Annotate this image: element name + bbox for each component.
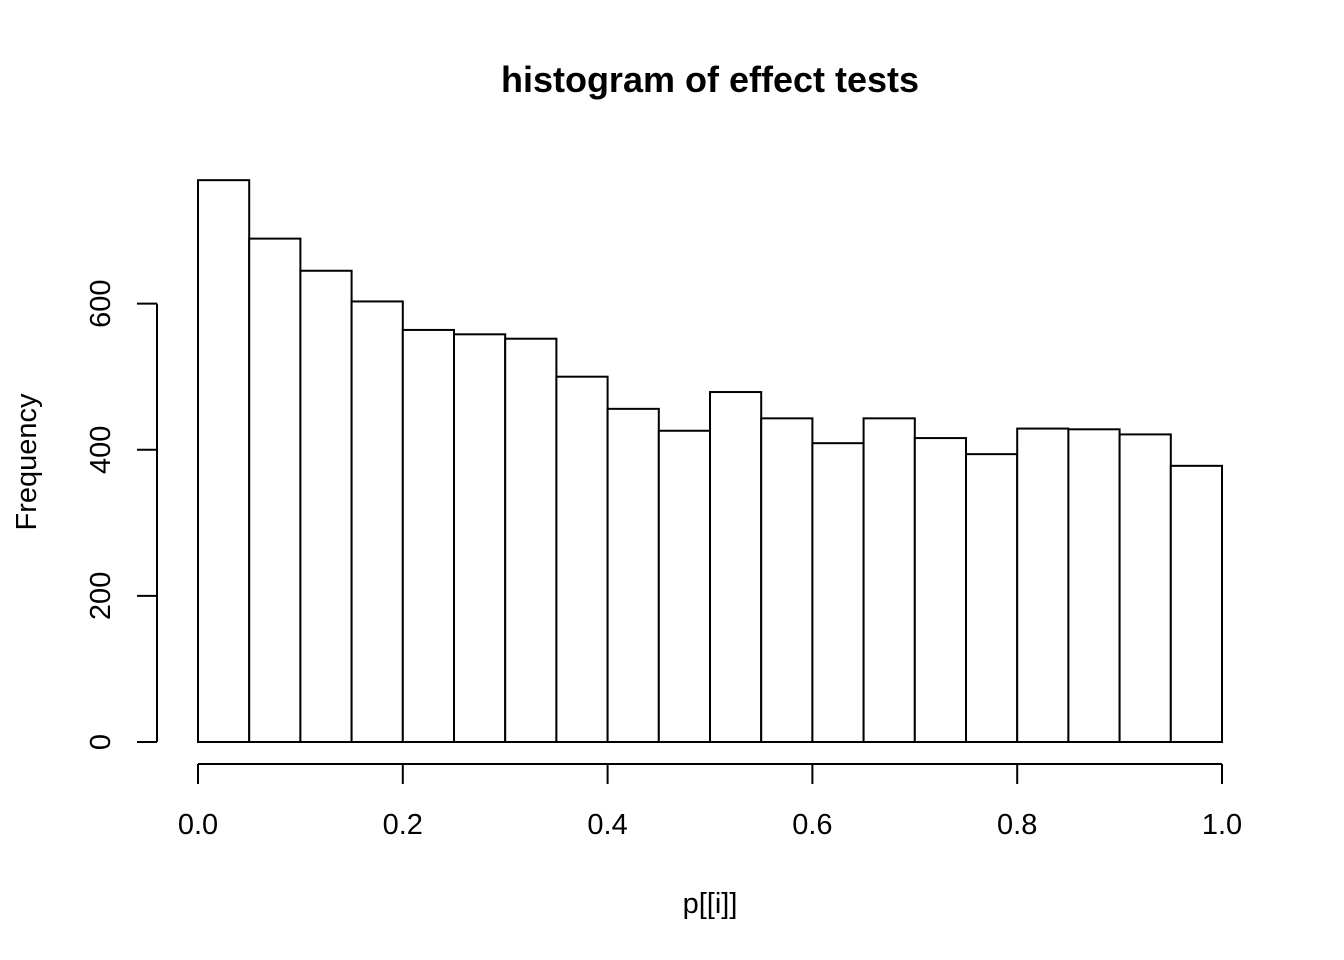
y-tick-label: 400 [85,426,117,474]
y-axis: 0 200 400 600 [85,279,158,750]
y-axis-label: Frequency [11,393,43,531]
histogram-bar [401,328,455,743]
histogram-bar [657,429,711,743]
y-tick-label: 600 [85,279,117,327]
x-tick-label: 0.4 [587,809,627,841]
bars-group [197,179,1224,744]
y-tick-label: 200 [85,572,117,620]
x-tick-label: 0.2 [383,809,423,841]
histogram-bar [811,442,865,743]
x-tick-label: 1.0 [1202,809,1242,841]
histogram-bar [862,417,916,743]
chart-title: histogram of effect tests [501,59,919,100]
histogram-bar [1067,428,1121,743]
x-axis: 0.0 0.2 0.4 0.6 0.8 1.0 [178,763,1242,841]
histogram-bar [248,237,302,743]
x-axis-label: p[[i]] [683,888,738,920]
histogram-bar [1118,433,1172,743]
x-tick-label: 0.8 [997,809,1037,841]
histogram-bar [913,437,967,743]
histogram-bar [299,269,353,743]
x-tick-label: 0.6 [792,809,832,841]
histogram-bar [197,179,251,744]
histogram-bar [350,300,404,743]
histogram-bar [965,453,1019,743]
histogram-bar [555,375,609,743]
histogram-bar [1016,427,1070,743]
histogram-bar [709,391,763,743]
x-tick-label: 0.0 [178,809,218,841]
histogram-bar [504,337,558,743]
histogram-bar [1169,464,1224,743]
histogram-bar [606,407,660,743]
histogram-bar [453,333,507,743]
histogram-bar [760,417,814,743]
y-tick-label: 0 [85,734,117,750]
